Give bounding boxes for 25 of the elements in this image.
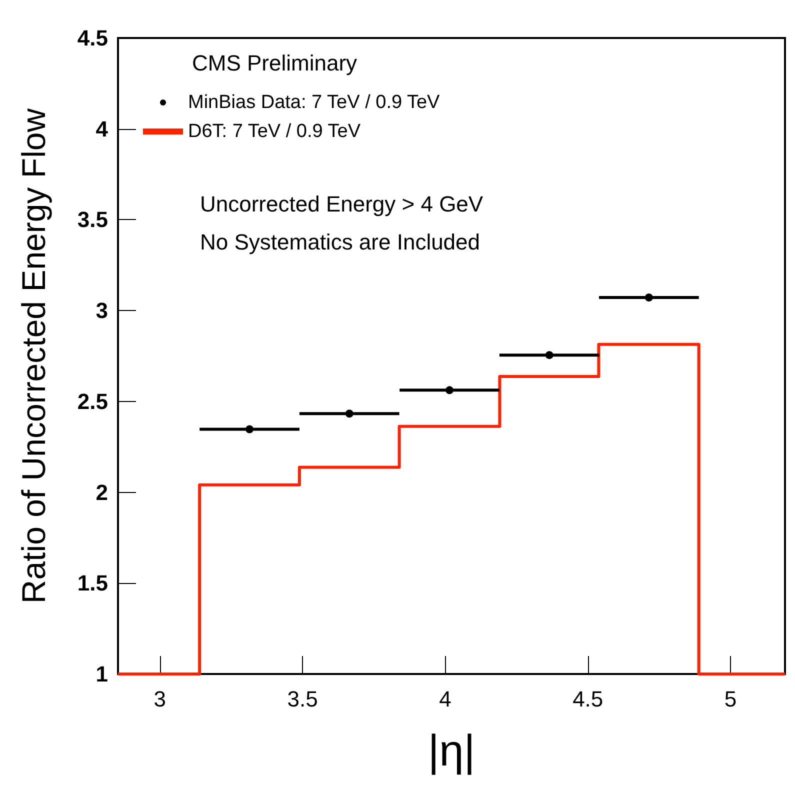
point — [545, 351, 554, 360]
x-axis-title: |η| — [428, 726, 476, 776]
x-tick-label: 3.5 — [287, 686, 318, 712]
annotation: CMS Preliminary — [192, 50, 358, 76]
annotation: No Systematics are Included — [200, 230, 480, 254]
y-tick-label: 4 — [96, 116, 109, 142]
x-tick-label: 4 — [439, 686, 452, 712]
y-tick-label: 3.5 — [77, 207, 108, 232]
y-tick-label: 3 — [96, 298, 108, 324]
y-tick-label: 2 — [96, 480, 108, 505]
y-tick-label: 2.5 — [77, 388, 108, 414]
y-tick-label: 1 — [96, 662, 108, 686]
point — [644, 293, 653, 302]
y-tick-label: 4.5 — [77, 26, 108, 50]
point — [246, 425, 254, 434]
y-axis-title: Ratio of Uncorrected Energy Flow — [15, 108, 52, 604]
x-tick-label: 3 — [154, 686, 166, 712]
legend-label: D6T: 7 TeV / 0.9 TeV — [188, 121, 361, 142]
point — [446, 386, 454, 394]
annotation: Uncorrected Energy > 4 GeV — [200, 192, 484, 216]
x-tick-label: 4.5 — [572, 686, 604, 712]
legend-label: MinBias Data: 7 TeV / 0.9 TeV — [188, 92, 440, 113]
y-tick-label: 1.5 — [77, 570, 108, 596]
x-tick-label: 5 — [724, 686, 737, 712]
point — [345, 410, 354, 418]
